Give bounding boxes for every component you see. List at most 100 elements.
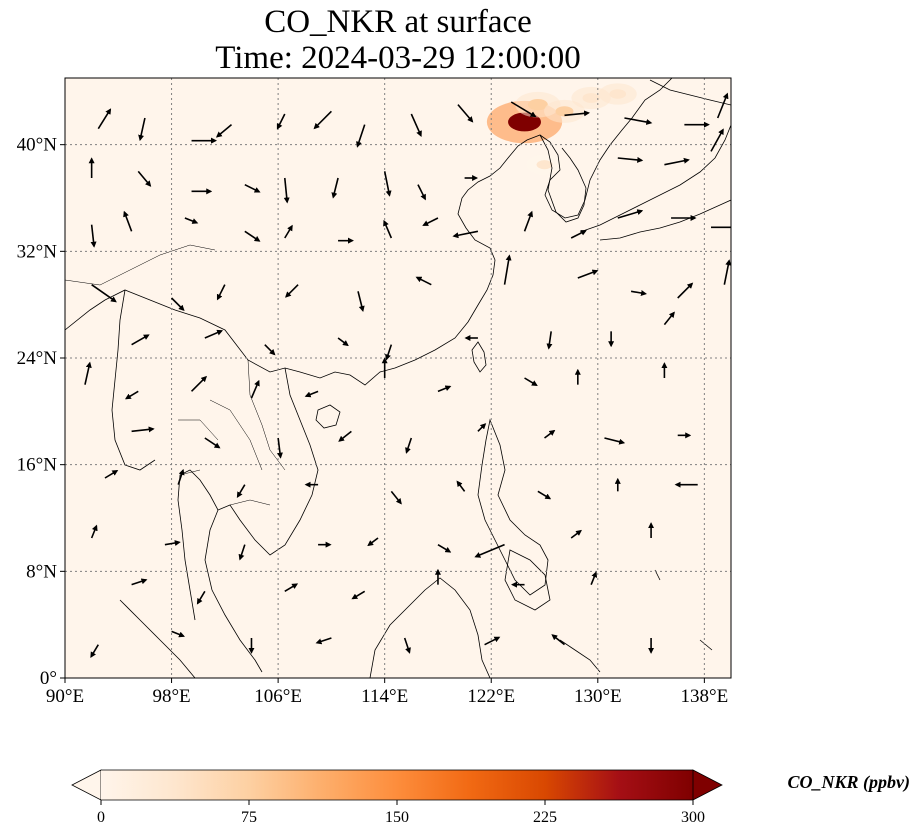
wind-arrow [477,423,487,432]
wind-arrow [710,128,724,152]
wind-arrow [91,284,117,303]
coastline-korea [539,134,587,223]
wind-arrow [383,219,393,239]
wind-arrow [138,117,146,142]
wind-arrow [204,329,224,339]
wind-arrow [164,540,181,546]
map-frame [64,77,732,679]
wind-arrow [284,583,299,593]
lat-tick-label: 24°N [17,348,58,369]
wind-arrow [410,113,422,137]
map-title: CO_NKR at surface [264,4,532,40]
wind-arrow [570,230,587,239]
wind-arrow [367,537,379,547]
wind-arrow [284,224,293,239]
colorbar-extend-max [692,769,723,801]
wind-arrow [338,430,352,442]
wind-arrow [356,124,366,148]
colorbar-ticks: 0 75 150 225 300 [97,800,705,826]
coastline-indochina [111,289,319,673]
wind-arrow [405,437,413,454]
wind-arrow [437,385,452,393]
wind-arrow [403,637,411,654]
wind-arrow [315,637,332,645]
wind-arrow [664,157,690,166]
wind-arrow [484,636,501,646]
hotspot-core [508,112,542,132]
lon-tick-label: 106°E [254,686,302,707]
hotspot-core [527,98,548,111]
coastline-japan [579,79,731,241]
wind-arrow [131,426,155,433]
coastline-taiwan [471,341,487,373]
wind-arrow [124,390,139,400]
wind-arrow [204,437,221,449]
hotspot-core [536,160,553,170]
wind-arrow [137,170,152,187]
wind-arrow [90,224,97,248]
wind-arrow [357,291,365,312]
wind-arrow [577,269,599,279]
wind-arrow [331,177,339,199]
wind-arrow [503,254,512,285]
coastlines [65,78,731,678]
wind-arrow [422,217,439,226]
wind-arrow [123,210,133,232]
wind-arrow [383,171,392,197]
lon-tick-label: 114°E [361,686,408,707]
wind-arrow [90,644,99,658]
wind-arrow [510,101,537,118]
colorbar-title: CO_NKR (ppbv) [788,772,911,793]
colorbar: 0 75 150 225 300 CO_NKR (ppbv) [71,769,911,826]
wind-arrow [215,124,233,138]
wind-arrow [196,590,206,605]
lon-tick-label: 138°E [681,686,729,707]
wind-arrow [624,117,653,125]
wind-arrow [457,104,474,123]
wind-arrow [337,337,349,347]
wind-arrow [564,110,590,117]
wind-arrow [84,361,92,385]
wind-arrow [437,543,452,553]
wind-arrow [390,490,402,505]
wind-arrow [244,183,261,193]
wind-arrow [90,524,98,539]
lon-tick-label: 90°E [46,686,84,707]
wind-arrow [546,331,553,350]
axis-ticks: 90°E 98°E 106°E 114°E 122°E 130°E 138°E 0° 8°N 16… [17,135,729,707]
wind-vectors [84,92,731,658]
concentration-hotspots [486,83,637,175]
wind-arrow [716,92,729,119]
wind-arrow [385,344,393,361]
lat-tick-label: 32°N [17,241,58,262]
hotspot-core [609,89,627,99]
coastline-sumatra [119,599,196,678]
colorbar-tick-label: 225 [533,809,557,826]
country-borders [65,244,286,506]
wind-arrow [617,156,644,163]
wind-arrow [544,429,556,439]
wind-arrow [236,484,246,498]
wind-arrow [238,544,246,561]
colorbar-tick-label: 300 [681,809,705,826]
coastline-hainan [315,404,341,429]
map-panel [64,77,732,679]
lat-tick-label: 40°N [17,135,58,156]
wind-arrow [677,282,694,299]
wind-arrow [474,543,505,558]
wind-arrow [417,184,426,201]
wind-arrow [617,209,644,219]
hotspot-core [582,93,600,103]
wind-arrow [184,217,199,224]
wind-arrow [304,390,319,398]
coastline-mainland [65,78,673,386]
lat-tick-label: 0° [40,668,57,689]
coastline-philippines [477,418,549,596]
wind-arrow [351,590,366,600]
wind-arrow [171,630,185,638]
wind-arrow [276,113,286,130]
wind-arrow [415,276,432,286]
colorbar-tick-label: 150 [385,809,409,826]
wind-arrow [523,210,533,232]
wind-arrow [313,110,332,130]
